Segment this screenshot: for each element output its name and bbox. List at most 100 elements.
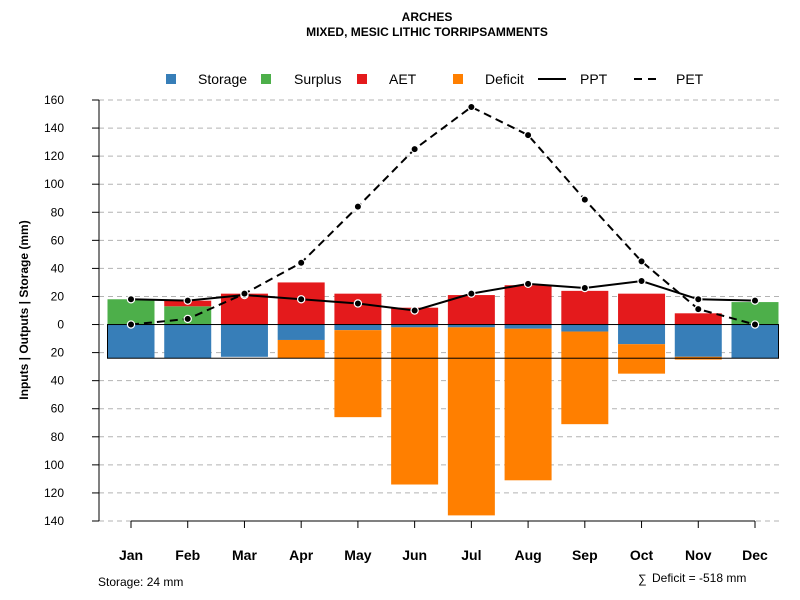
ppt-point-feb xyxy=(183,296,192,305)
x-tick-label-dec: Dec xyxy=(742,547,768,563)
x-tick-label-jul: Jul xyxy=(461,547,481,563)
x-tick-label-oct: Oct xyxy=(630,547,654,563)
y-tick-label: 100 xyxy=(44,177,64,191)
aet-bar-jul xyxy=(447,295,495,325)
y-axis-label: Inputs | Outputs | Storage (mm) xyxy=(17,220,31,399)
sum-symbol: ∑ xyxy=(638,572,647,586)
legend-label-ppt: PPT xyxy=(580,71,608,87)
ppt-point-may xyxy=(353,299,363,308)
deficit-bar-jun xyxy=(391,327,439,485)
chart-subtitle: MIXED, MESIC LITHIC TORRIPSAMMENTS xyxy=(306,25,548,39)
pet-point-dec xyxy=(750,320,760,329)
ppt-point-apr xyxy=(296,295,306,304)
pet-point-feb xyxy=(183,314,192,324)
storage-annotation: Storage: 24 mm xyxy=(98,575,183,589)
legend-swatch-surplus xyxy=(261,74,271,84)
storage-bar-jan xyxy=(107,324,155,359)
deficit-bar-apr xyxy=(277,339,325,359)
lines-layer xyxy=(126,102,760,329)
ppt-point-nov xyxy=(694,295,703,304)
y-tick-label: 120 xyxy=(44,486,64,500)
y-tick-label: 140 xyxy=(44,121,64,135)
y-tick-label: 20 xyxy=(51,346,65,360)
ppt-point-jul xyxy=(467,289,476,298)
storage-bar-mar xyxy=(220,324,268,357)
y-tick-label: 60 xyxy=(51,402,65,416)
legend-label-storage: Storage xyxy=(198,71,247,87)
y-tick-label: 140 xyxy=(44,514,64,528)
aet-bar-apr xyxy=(277,282,325,325)
legend-label-aet: AET xyxy=(389,71,417,87)
storage-bar-apr xyxy=(277,324,325,340)
storage-bar-dec xyxy=(731,324,779,359)
deficit-bar-may xyxy=(334,330,382,418)
y-tick-label: 160 xyxy=(44,93,64,107)
y-tick-label: 20 xyxy=(51,289,65,303)
pet-point-mar xyxy=(240,289,249,298)
storage-bar-jul xyxy=(447,324,495,328)
y-tick-label: 80 xyxy=(51,205,65,219)
pet-point-nov xyxy=(694,304,703,314)
storage-bar-nov xyxy=(674,324,722,357)
legend-swatch-aet xyxy=(357,74,367,84)
aet-bar-jun xyxy=(391,307,439,325)
bars-layer xyxy=(107,282,779,516)
legend-swatch-deficit xyxy=(453,74,463,84)
pet-point-jun xyxy=(410,144,419,154)
aet-bar-aug xyxy=(504,285,552,325)
pet-point-aug xyxy=(523,130,533,140)
legend-label-deficit: Deficit xyxy=(485,71,524,87)
legend-swatch-storage xyxy=(166,74,176,84)
pet-line xyxy=(130,105,756,326)
pet-point-apr xyxy=(296,258,306,267)
deficit-bar-sep xyxy=(561,331,609,425)
ppt-line xyxy=(130,280,756,312)
deficit-bar-jul xyxy=(447,327,495,516)
aet-bar-sep xyxy=(561,290,609,325)
legend-label-surplus: Surplus xyxy=(294,71,341,87)
storage-bar-oct xyxy=(618,324,666,345)
deficit-bar-oct xyxy=(618,344,666,374)
aet-bar-oct xyxy=(618,293,666,325)
y-tick-label: 60 xyxy=(51,233,65,247)
surplus-bar-jan xyxy=(107,299,155,325)
x-tick-label-sep: Sep xyxy=(572,547,598,563)
x-tick-label-may: May xyxy=(344,547,371,563)
storage-bar-aug xyxy=(504,324,552,329)
ppt-point-jun xyxy=(410,306,419,315)
surplus-bar-dec xyxy=(731,302,779,325)
x-tick-label-jan: Jan xyxy=(119,547,143,563)
storage-capacity-box xyxy=(107,324,779,359)
x-tick-label-nov: Nov xyxy=(685,547,712,563)
storage-bar-sep xyxy=(561,324,609,332)
x-tick-label-jun: Jun xyxy=(402,547,427,563)
y-tick-label: 40 xyxy=(51,261,65,275)
storage-bar-jun xyxy=(391,324,439,328)
deficit-annotation: Deficit = -518 mm xyxy=(652,571,746,585)
y-tick-label: 100 xyxy=(44,458,64,472)
ppt-point-sep xyxy=(580,283,590,293)
deficit-bar-aug xyxy=(504,328,552,481)
x-tick-label-feb: Feb xyxy=(175,547,200,563)
x-axis-ticks: Jan Feb Mar Apr May Jun Jul Aug Sep Oct Nov Dec xyxy=(119,521,768,563)
x-tick-label-mar: Mar xyxy=(232,547,257,563)
y-tick-label: 80 xyxy=(51,430,65,444)
pet-point-may xyxy=(353,202,363,211)
chart-title: ARCHES xyxy=(402,10,453,24)
legend-label-pet: PET xyxy=(676,71,704,87)
y-tick-label: 0 xyxy=(57,318,64,332)
x-tick-label-aug: Aug xyxy=(514,547,541,563)
ppt-point-aug xyxy=(523,279,533,289)
pet-point-oct xyxy=(637,257,646,266)
ppt-point-jan xyxy=(126,295,136,304)
pet-point-sep xyxy=(580,195,590,204)
y-axis-ticks: 160 140 120 100 80 60 40 20 0 20 40 60 80 100 120 140 xyxy=(44,93,99,528)
x-tick-label-apr: Apr xyxy=(289,547,314,563)
ppt-point-oct xyxy=(637,276,646,286)
storage-bar-may xyxy=(334,324,382,331)
y-tick-label: 120 xyxy=(44,149,64,163)
storage-bar-feb xyxy=(164,324,212,359)
aet-bar-nov xyxy=(674,313,722,325)
legend: Storage Surplus AET Deficit PPT PET xyxy=(166,71,704,87)
